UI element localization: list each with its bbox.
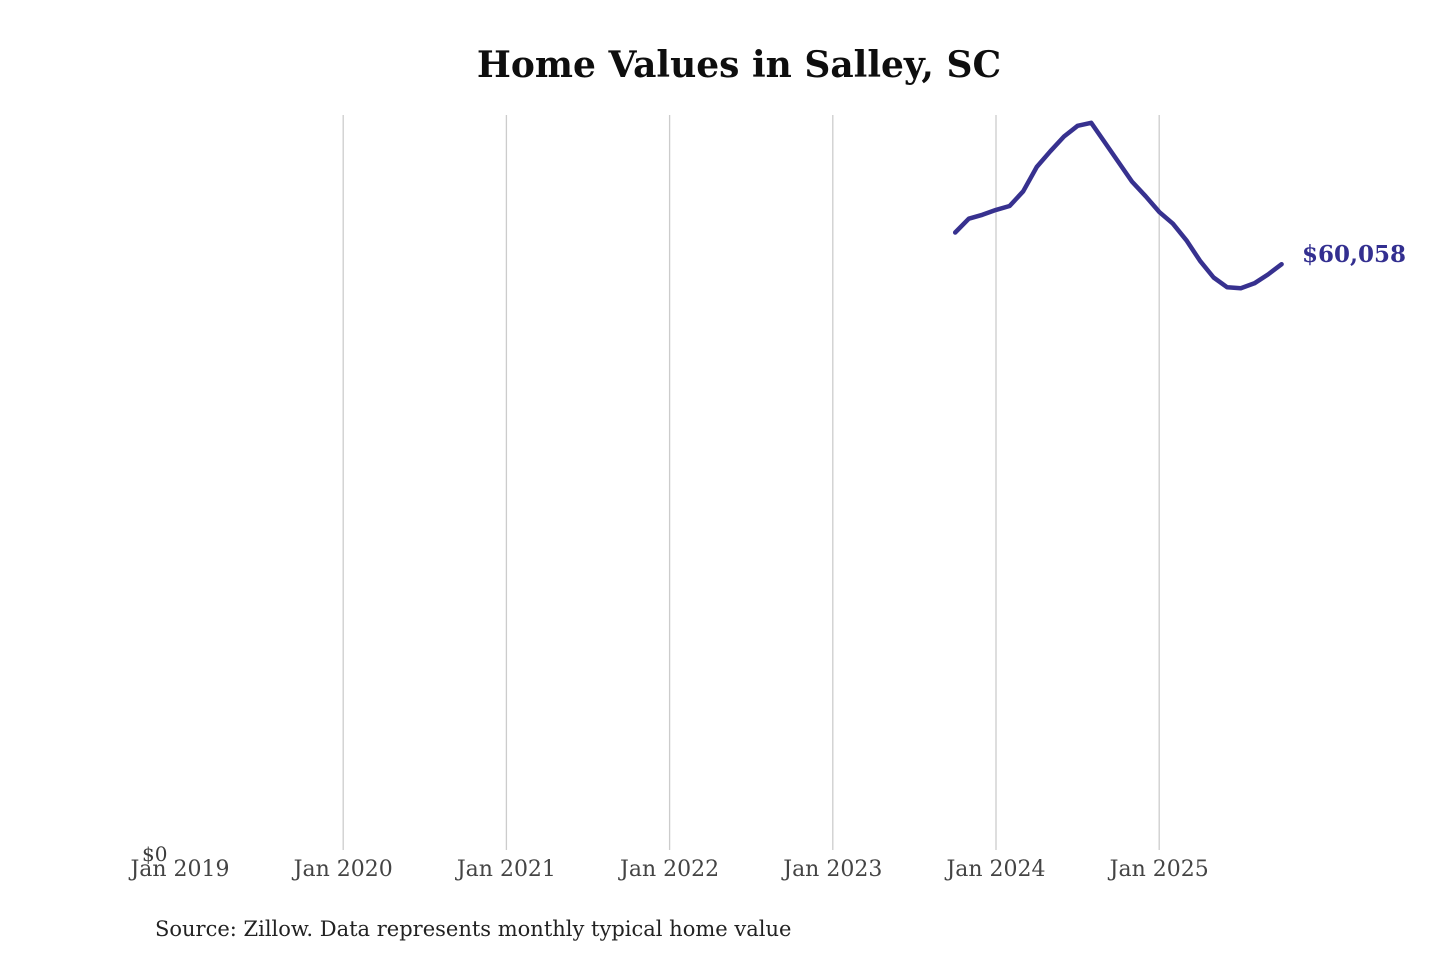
source-note: Source: Zillow. Data represents monthly … — [155, 917, 792, 941]
latest-value-label: $60,058 — [1302, 241, 1407, 268]
x-axis-tick-label: Jan 2019 — [130, 857, 230, 882]
y-axis-zero-label: $0 — [142, 842, 168, 866]
x-axis-tick-label: Jan 2025 — [1109, 857, 1209, 882]
x-axis-tick-label: Jan 2023 — [783, 857, 883, 882]
gridlines — [342, 115, 1160, 850]
x-axis-tick-label: Jan 2021 — [456, 857, 556, 882]
home-value-line — [952, 120, 1284, 291]
x-axis-tick-label: Jan 2020 — [293, 857, 393, 882]
chart-title: Home Values in Salley, SC — [476, 44, 1002, 86]
x-axis-tick-label: Jan 2024 — [946, 857, 1046, 882]
x-axis-tick-label: Jan 2022 — [620, 857, 720, 882]
